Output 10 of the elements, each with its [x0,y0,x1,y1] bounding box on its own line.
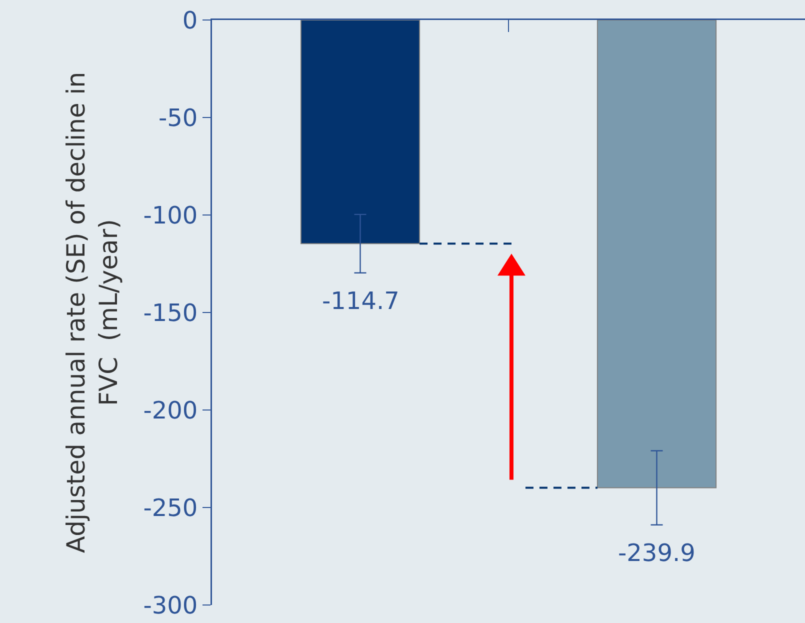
y-tick-label: -300 [143,591,198,620]
y-tick-label: 0 [182,6,198,34]
y-tick-label: -50 [158,104,198,132]
y-axis-title: Adjusted annual rate (SE) of decline in FVC (mL/year) [62,72,124,554]
data-label: -114.7 [322,287,400,315]
y-tick-label: -100 [143,201,198,230]
y-tick-label: -250 [143,494,198,522]
y-tick-label: -150 [143,298,198,327]
y-tick-label: -200 [143,396,198,424]
data-label: -239.9 [618,539,696,567]
